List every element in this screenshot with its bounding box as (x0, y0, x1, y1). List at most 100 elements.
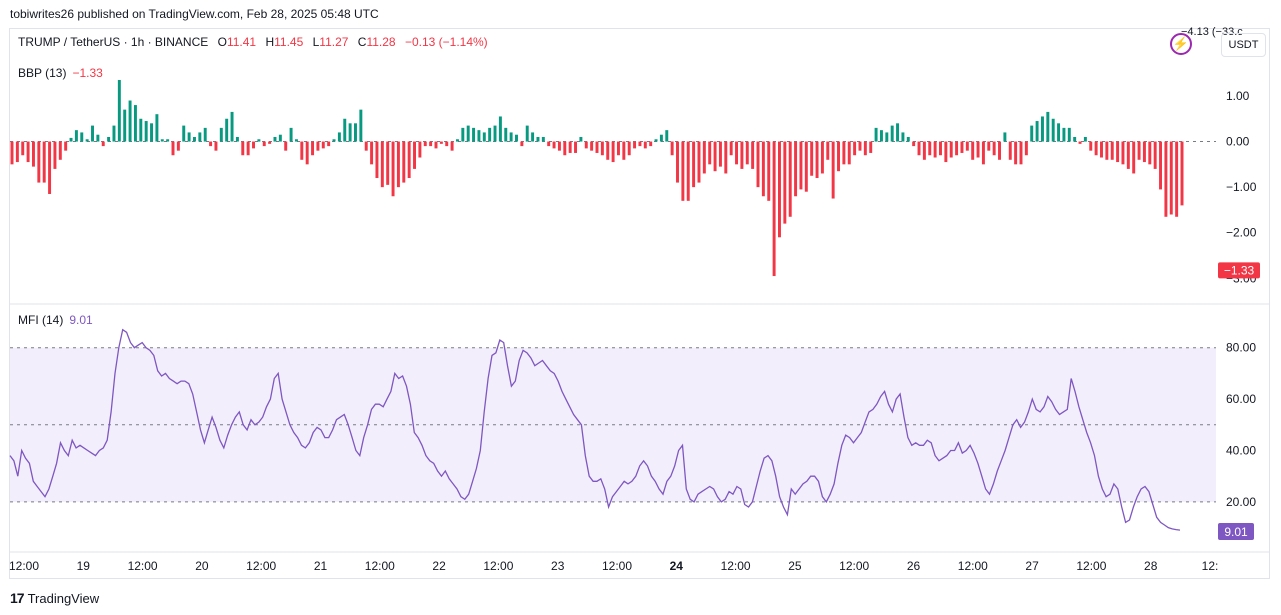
time-axis-tick: 12:00 (365, 559, 395, 573)
bbp-bar (1035, 121, 1039, 142)
bbp-bar (896, 123, 900, 142)
currency-button[interactable]: USDT (1221, 33, 1266, 57)
bbp-y-tick: 1.00 (1226, 89, 1250, 103)
bbp-bar (794, 141, 798, 197)
bbp-bar (488, 127, 492, 142)
bbp-bar (917, 141, 921, 156)
bbp-bar (1073, 136, 1077, 142)
bbp-bar (80, 132, 84, 142)
bbp-bar (600, 141, 604, 156)
time-axis: 12:00 19 12:00 20 12:00 21 12:00 22 12:00 23 12:00… (9, 551, 1270, 573)
bbp-bar (21, 141, 25, 156)
bbp-bar (176, 141, 180, 151)
bbp-bar (15, 141, 19, 163)
bbp-bar (745, 141, 749, 165)
bbp-bar (466, 125, 470, 142)
bbp-bar (117, 80, 121, 142)
bbp-bar (1051, 118, 1055, 142)
time-axis-tick: 26 (907, 559, 921, 573)
symbol-name[interactable]: TRUMP / TetherUS · 1h · BINANCE (18, 35, 209, 49)
bbp-bar (1008, 141, 1012, 160)
time-axis-tick: 22 (432, 559, 446, 573)
bbp-bar (203, 127, 207, 142)
time-axis-tick: 23 (551, 559, 565, 573)
open-label: O (217, 35, 227, 49)
bbp-bar (643, 141, 647, 149)
bbp-bar (541, 136, 545, 142)
time-axis-tick: 27 (1025, 559, 1039, 573)
low-label: L (312, 35, 320, 49)
mfi-y-tick: 60.00 (1226, 392, 1256, 406)
time-axis-tick: 28 (1144, 559, 1158, 573)
bbp-bar (879, 130, 883, 142)
bbp-bar (370, 141, 374, 165)
bbp-bar (37, 141, 41, 183)
bbp-bar (402, 141, 406, 183)
bbp-bar (472, 127, 476, 142)
bbp-bar (708, 141, 712, 165)
symbol-legend: TRUMP / TetherUS · 1h · BINANCE O11.41 H… (18, 35, 488, 49)
time-axis-tick: 12:00 (9, 559, 39, 573)
bbp-bar (804, 141, 808, 192)
bbp-bar (477, 130, 481, 142)
bbp-bar (810, 141, 814, 176)
bbp-bar (686, 141, 690, 201)
bbp-bar (74, 130, 78, 142)
bbp-bar (665, 130, 669, 142)
bbp-bar (949, 141, 953, 158)
mfi-legend[interactable]: MFI (14) 9.01 (18, 313, 93, 327)
lightning-icon[interactable]: ⚡ (1170, 33, 1192, 55)
bbp-legend[interactable]: BBP (13) −1.33 (18, 66, 103, 80)
bbp-bar (450, 141, 454, 151)
bbp-bar (912, 141, 916, 147)
bbp-bar (676, 141, 679, 183)
bbp-bar (987, 141, 991, 151)
bbp-bar (692, 141, 696, 188)
bbp-bar (976, 141, 980, 158)
bbp-y-tick: −1.00 (1226, 180, 1257, 194)
bbp-bar (778, 141, 781, 238)
bbp-last-badge-text: −1.33 (1224, 263, 1255, 277)
bbp-bar (697, 141, 701, 183)
bbp-bar (155, 114, 159, 142)
bbp-bar (112, 125, 116, 142)
bbp-bar (354, 123, 357, 142)
bbp-bar (166, 139, 170, 142)
bbp-bar (1040, 116, 1044, 142)
bbp-bar (788, 141, 792, 217)
bbp-bar (375, 141, 379, 179)
bbp-bar (391, 141, 395, 197)
bbp-bar (53, 141, 57, 169)
bbp-bar (606, 141, 610, 160)
bbp-bar (482, 132, 486, 142)
bbp-bar (268, 141, 272, 144)
bbp-bar (799, 141, 803, 190)
bbp-bar (831, 141, 835, 199)
bbp-bar (1003, 132, 1007, 142)
bbp-bar (1067, 127, 1071, 142)
mfi-y-tick: 20.00 (1226, 495, 1256, 509)
time-axis-tick: 21 (314, 559, 328, 573)
bbp-bar (1180, 141, 1184, 206)
bbp-bar (139, 118, 143, 142)
bbp-bar (965, 141, 969, 151)
bbp-bar (1132, 141, 1136, 174)
bbp-bar (574, 141, 578, 153)
bbp-bar (225, 118, 229, 142)
bbp-bar (1057, 123, 1061, 142)
bbp-bar (128, 100, 132, 142)
change-value: −0.13 (−1.14%) (404, 35, 488, 49)
bbp-bar (455, 139, 459, 142)
bbp-bar (418, 141, 422, 158)
time-axis-tick: 12:00 (246, 559, 276, 573)
time-axis-tick: 19 (77, 559, 91, 573)
time-axis-tick: 12:00 (958, 559, 988, 573)
bbp-bar (740, 141, 744, 169)
bbp-bar (1105, 141, 1109, 160)
bbp-bar (300, 141, 304, 160)
bbp-bar (1116, 141, 1120, 163)
bbp-bar (960, 141, 964, 153)
bbp-bar (101, 141, 105, 147)
low-value: 11.27 (319, 35, 349, 49)
